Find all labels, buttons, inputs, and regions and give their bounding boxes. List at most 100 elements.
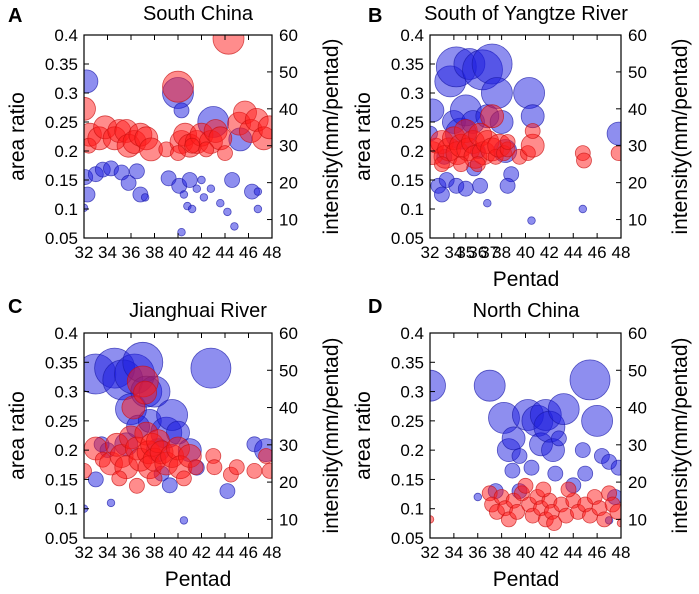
intensity-point [217,145,233,162]
intensity-point [198,141,215,158]
area-ratio-point [140,193,150,202]
area-ratio-point [473,492,482,502]
intensity-point [146,470,163,487]
y2-tick-label: 10 [279,510,298,529]
x-tick-label: 32 [75,543,94,562]
x-tick-label: 36 [122,543,141,562]
x-tick-label: 48 [263,543,282,562]
intensity-point [111,470,128,487]
area-ratio-point [173,102,190,119]
area-ratio-point [84,69,99,94]
area-ratio-point [483,198,492,208]
x-tick-label: 46 [588,543,607,562]
area-ratio-point [527,216,536,225]
x-tick-label: 44 [564,543,583,562]
intensity-point [187,459,204,476]
area-ratio-point [120,174,137,191]
area-ratio-point [473,369,506,402]
intensity-point [258,448,272,464]
area-ratio-point [177,227,186,237]
area-ratio-point [457,180,474,197]
area-ratio-point [161,477,178,494]
intensity-point [433,156,450,173]
y2-tick-label: 60 [279,26,298,45]
x-tick-label: 40 [169,543,188,562]
area-ratio-point [501,426,526,451]
intensity-point [509,503,525,520]
x-tick-label: 42 [540,243,559,262]
y-tick-label: 0.05 [45,529,78,548]
y-tick-label: 0.3 [54,383,78,402]
area-ratio-point [547,393,580,426]
panel-title: South China [143,3,254,25]
y2-tick-label: 50 [628,361,647,380]
intensity-point [133,380,158,405]
panel-d: D North China 32 34 36 38 40 42 44 46 48 0.05 0.1 0.1… [352,296,692,591]
x-tick-label: 36 [468,543,487,562]
intensity-point [170,145,186,162]
area-ratio-point [480,77,513,109]
area-ratio-point [106,498,116,508]
y-tick-label: 0.15 [391,171,424,190]
area-ratio-point [430,369,446,402]
area-ratio-point [523,459,540,476]
x-tick-label: 42 [192,243,211,262]
area-ratio-point [472,177,489,194]
intensity-point [246,462,263,479]
y2-tick-label: 60 [279,324,298,343]
area-ratio-point [606,121,621,146]
area-ratio-point [499,177,516,194]
x-tick-label: 44 [216,243,235,262]
area-ratio-point [230,222,239,231]
intensity-point [616,518,621,528]
markers [84,35,272,237]
y2-tick-label: 30 [279,137,298,156]
y-tick-label: 0.3 [54,84,78,103]
area-ratio-point [187,204,197,214]
y-tick-label: 0.05 [391,229,424,248]
x-tick-label: 37 [480,243,499,262]
intensity-point [576,152,592,169]
x-tick-label: 34 [444,243,463,262]
y-tick-label: 0.25 [45,113,78,132]
area-ratio-point [569,359,611,401]
x-tick-label: 32 [421,243,440,262]
area-ratio-point [192,184,201,193]
y-tick-label: 0.35 [391,55,424,74]
y-axis-title: area ratio [352,92,375,181]
y2-tick-label: 60 [628,26,647,45]
markers [84,341,272,525]
intensity-point [175,470,192,487]
y2-tick-label: 20 [628,174,647,193]
x-tick-label: 48 [612,543,631,562]
x-tick-label: 36 [122,243,141,262]
area-ratio-point [199,193,209,202]
panel-label: A [8,5,22,27]
y2-tick-label: 40 [279,100,298,119]
panel-label: B [368,5,382,27]
panel-title: North China [473,300,581,322]
y-tick-label: 0.2 [54,142,78,161]
intensity-point [524,123,541,139]
y-tick-label: 0.4 [400,324,424,343]
x-tick-label: 32 [421,543,440,562]
y2-tick-label: 30 [628,436,647,455]
intensity-point [128,477,145,494]
x-axis-title: Pentad [493,268,560,291]
x-tick-label: 40 [516,543,535,562]
y2-axis-title: intensity(mm/pentad) [669,38,692,234]
area-ratio-point [253,204,263,214]
area-ratio-point [504,462,521,479]
y-tick-label: 0.1 [400,200,424,219]
area-ratio-point [574,442,591,459]
y2-tick-label: 40 [628,100,647,119]
y2-tick-label: 10 [628,510,647,529]
area-ratio-point [577,465,594,482]
y-axis-title: area ratio [6,92,29,181]
y2-tick-label: 50 [279,63,298,82]
area-ratio-point [179,516,189,525]
y2-tick-label: 30 [628,137,647,156]
intensity-point [84,463,92,479]
